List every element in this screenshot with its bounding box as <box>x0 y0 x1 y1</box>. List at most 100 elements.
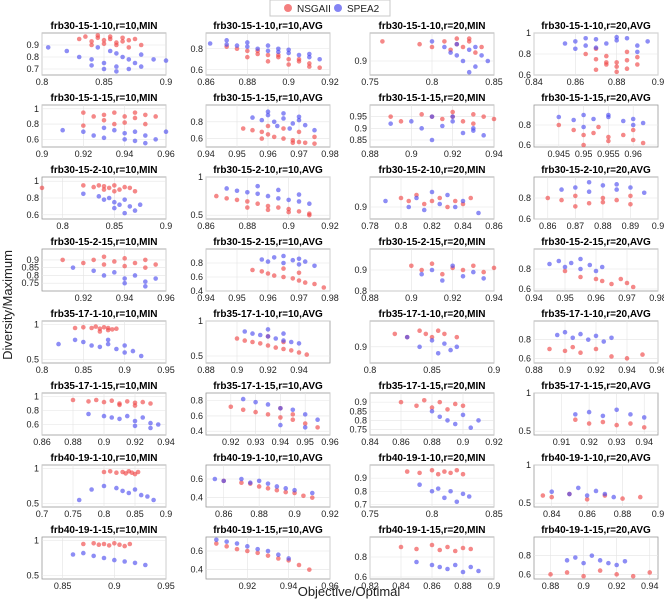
data-point <box>140 399 146 405</box>
data-point <box>250 339 255 345</box>
data-point <box>460 403 466 409</box>
data-point <box>460 58 466 64</box>
x-tick-label: 0.86 <box>578 509 596 519</box>
data-point <box>417 470 422 476</box>
scatter-panel: 0.86 0.88 0.9 0.92 0.94 0.6 0.8 1 frb35-17-1-15,… <box>26 381 174 447</box>
data-point <box>445 204 450 210</box>
y-tick-label: 0.85 <box>349 135 367 145</box>
data-point <box>89 63 94 68</box>
y-tick-label: 0.9 <box>354 265 367 275</box>
data-point <box>112 541 117 546</box>
data-point <box>290 412 296 417</box>
data-point <box>296 199 302 204</box>
series-nsgaii <box>548 568 653 579</box>
legend-marker-spea2 <box>334 4 342 12</box>
data-point <box>606 112 611 118</box>
data-point <box>419 126 424 131</box>
data-point <box>452 204 458 210</box>
data-point <box>109 415 115 420</box>
data-point <box>132 273 138 278</box>
data-point <box>442 495 447 501</box>
data-point <box>448 347 453 353</box>
y-tick-label: 0.6 <box>26 134 39 144</box>
panel-title: frb40-19-1-10,r=20,AVG <box>541 453 651 464</box>
data-point <box>479 44 484 50</box>
data-point <box>641 415 647 420</box>
x-tick-label: 0.92 <box>321 77 339 87</box>
legend-label-nsgaii: NSGAII <box>297 4 331 15</box>
data-point <box>481 269 486 275</box>
y-tick-label: 0.9 <box>354 397 367 407</box>
data-point <box>421 201 427 207</box>
data-point <box>138 492 144 498</box>
data-point <box>120 488 125 494</box>
y-tick-label: 0.6 <box>26 210 39 220</box>
x-tick-label: 0.9 <box>282 77 295 87</box>
data-point <box>307 64 312 69</box>
x-tick-label: 0.94 <box>635 437 653 447</box>
data-point <box>641 425 647 430</box>
data-point <box>117 542 122 547</box>
data-point <box>234 541 240 546</box>
data-point <box>122 350 127 355</box>
y-tick-label: 0.8 <box>26 406 39 416</box>
data-point <box>296 209 302 214</box>
data-point <box>466 494 472 499</box>
data-point <box>548 572 553 577</box>
data-point <box>452 401 458 407</box>
y-tick-label: 0.4 <box>190 286 203 296</box>
y-tick-label: 0.5 <box>190 351 203 361</box>
data-point <box>276 187 281 193</box>
data-point <box>628 185 633 190</box>
series-nsgaii <box>214 541 312 572</box>
data-point <box>445 407 450 412</box>
series-spea2 <box>214 537 291 561</box>
data-point <box>265 271 271 276</box>
data-point <box>265 132 271 137</box>
data-point <box>302 425 308 430</box>
data-point <box>265 207 271 213</box>
data-point <box>454 344 460 350</box>
series-spea2 <box>224 183 312 207</box>
data-point <box>593 346 599 352</box>
x-tick-label: 0.92 <box>587 365 605 375</box>
data-point <box>114 64 119 69</box>
data-point <box>309 490 315 496</box>
y-tick-label: 0.9 <box>26 40 39 50</box>
data-point <box>114 485 119 491</box>
data-point <box>234 197 240 203</box>
data-point <box>606 138 611 144</box>
data-point <box>245 189 250 195</box>
x-tick-label: 0.96 <box>649 365 664 375</box>
x-tick-label: 0.91 <box>553 437 571 447</box>
data-point <box>112 183 117 188</box>
data-point <box>593 45 599 50</box>
data-point <box>593 488 599 494</box>
x-tick-label: 0.96 <box>321 581 339 591</box>
x-tick-label: 0.89 <box>622 221 640 231</box>
scatter-panel: 0.945 0.95 0.955 0.96 0.6 0.8 frb30-15-1-15,r=… <box>518 93 659 159</box>
y-tick-label: 0.9 <box>354 473 367 483</box>
data-point <box>265 548 271 554</box>
data-point <box>122 276 127 281</box>
data-point <box>315 425 320 430</box>
data-point <box>265 327 271 332</box>
x-tick-label: 0.8 <box>98 509 111 519</box>
x-tick-label: 0.98 <box>321 149 339 159</box>
data-point <box>70 265 76 270</box>
data-point <box>278 405 283 411</box>
data-point <box>440 116 445 122</box>
series-spea2 <box>70 550 148 568</box>
data-point <box>600 413 606 419</box>
x-tick-label: 0.95 <box>157 581 175 591</box>
scatter-panel: 0.88 0.9 0.92 0.94 0.8 0.9 frb30-15-2-15,r=20,… <box>354 237 502 303</box>
data-point <box>276 552 281 558</box>
data-point <box>573 46 578 52</box>
data-point <box>606 560 611 566</box>
series-spea2 <box>45 45 169 74</box>
data-point <box>265 123 271 129</box>
data-point <box>630 137 636 143</box>
data-point <box>454 467 460 473</box>
data-point <box>253 399 258 405</box>
plot-area <box>205 536 331 580</box>
